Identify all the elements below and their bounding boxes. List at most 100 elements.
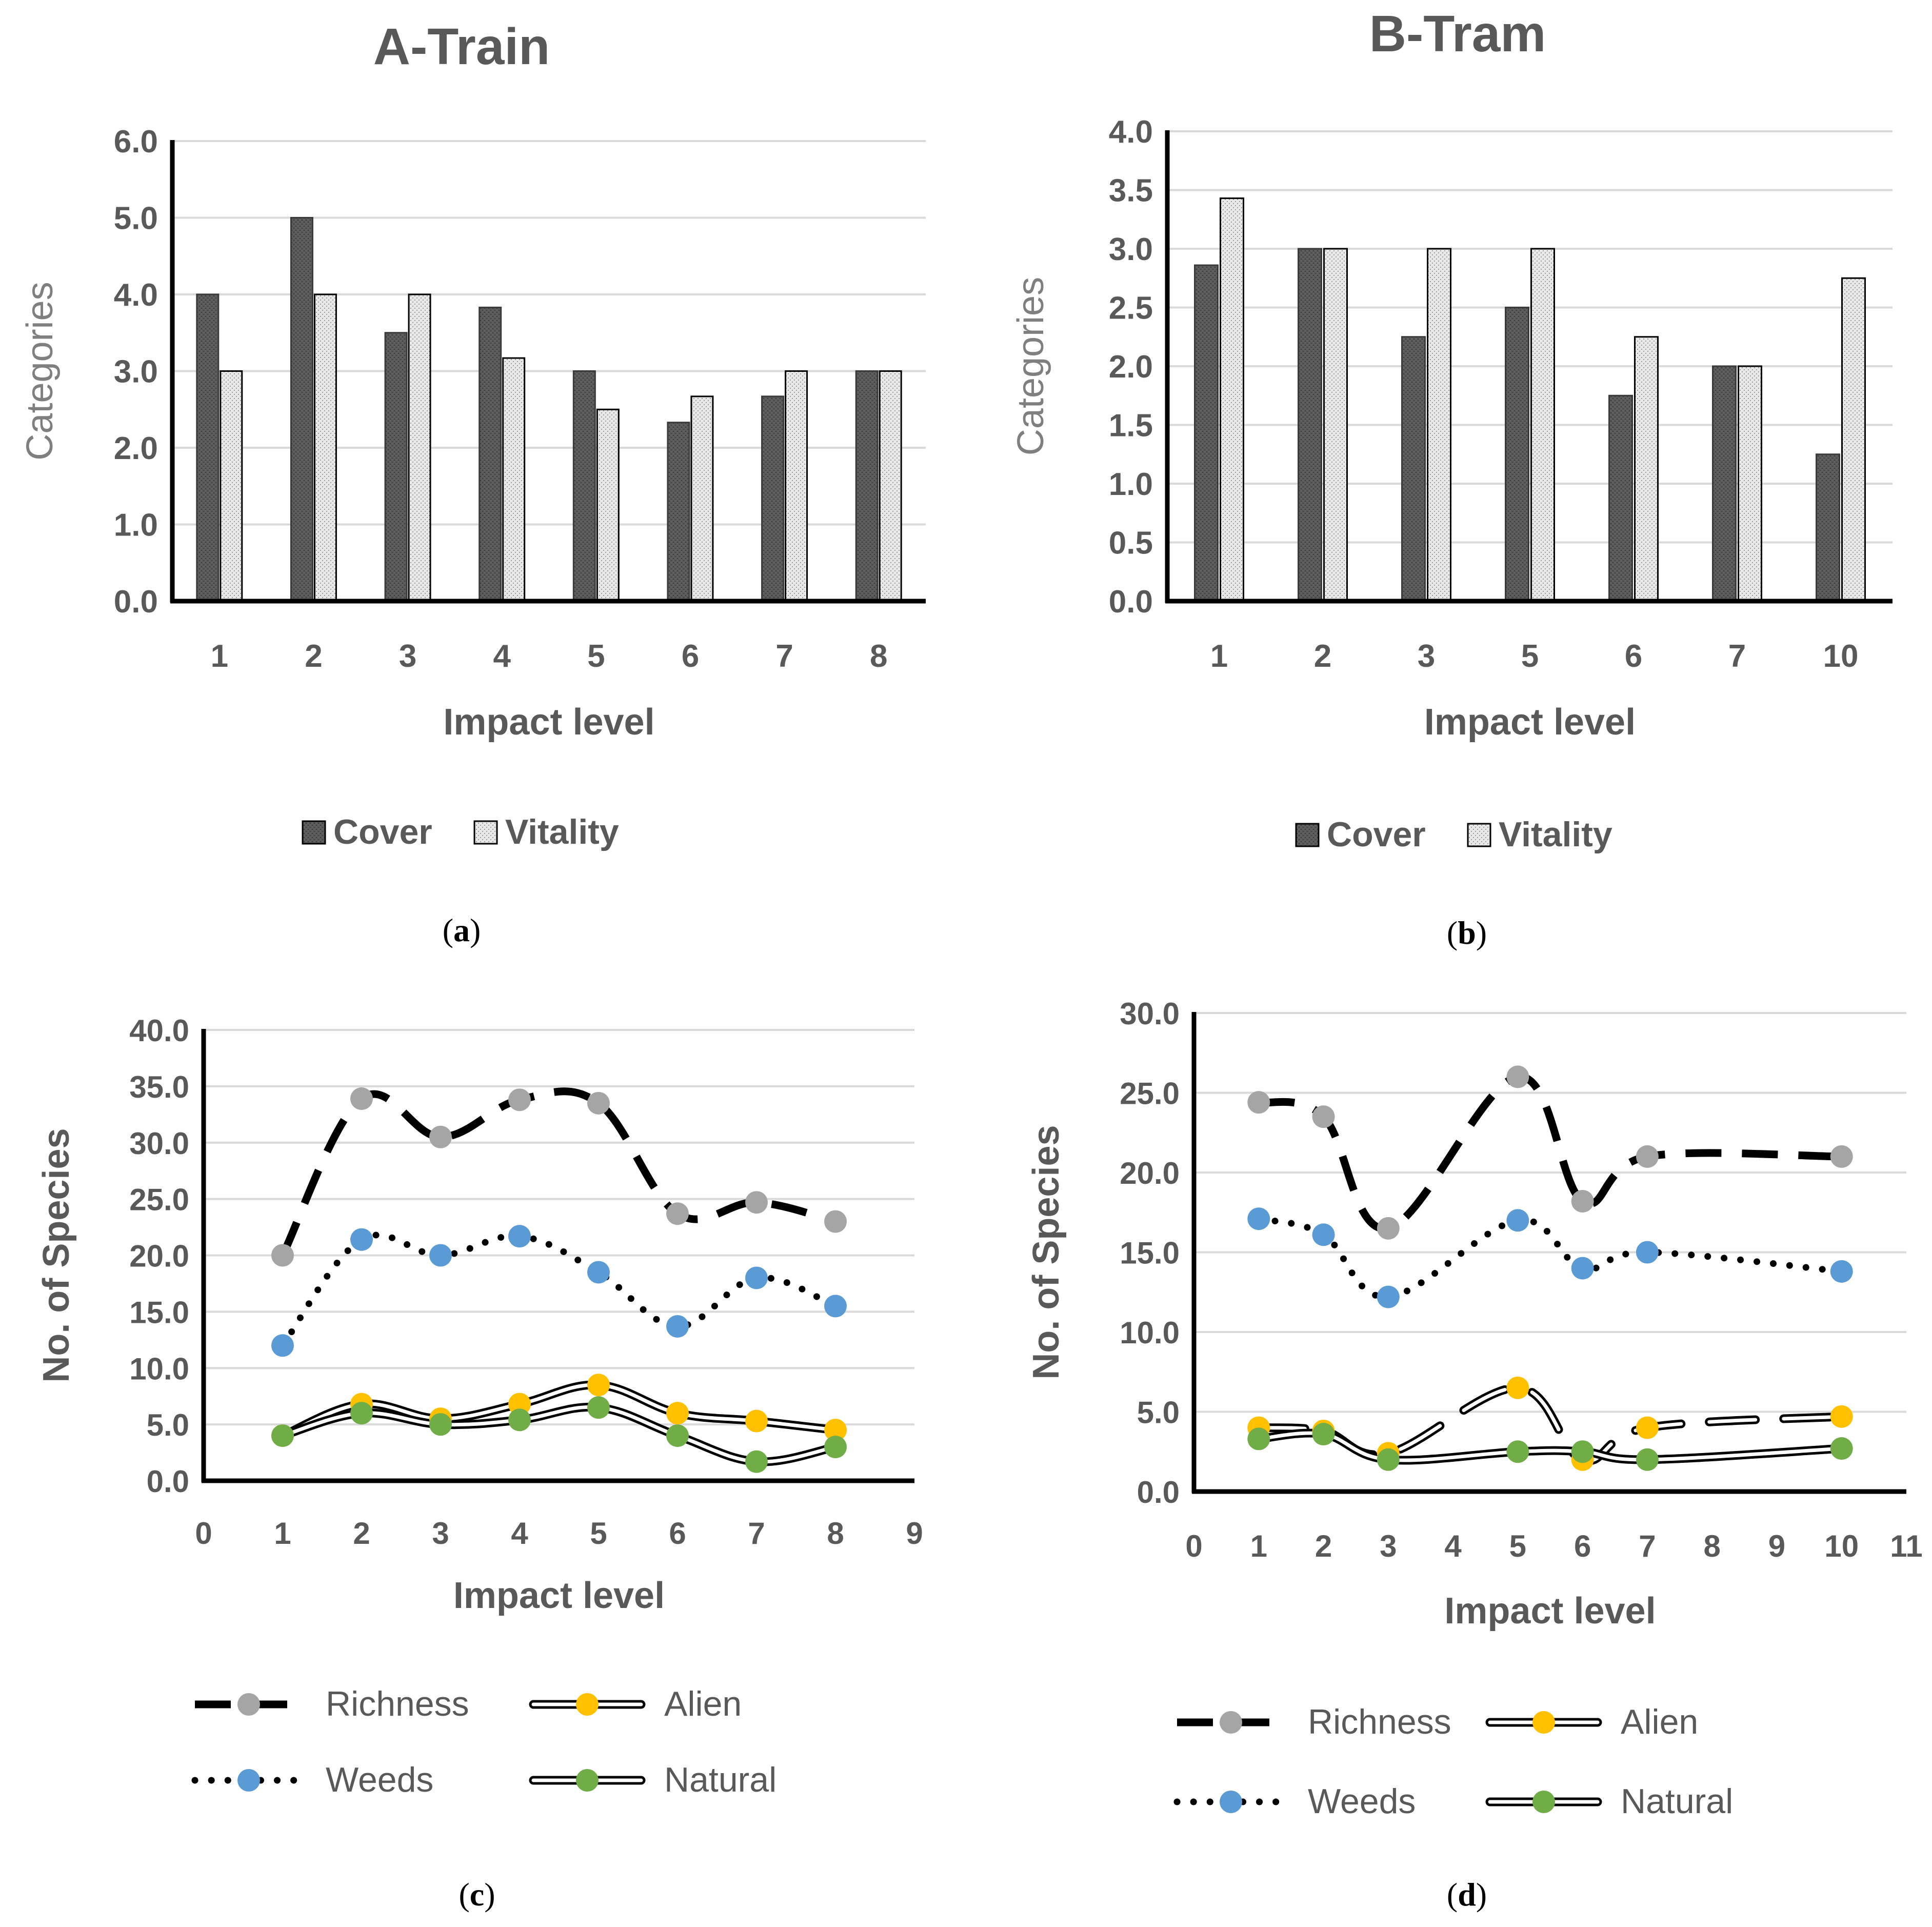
- legend-label-alien: Alien: [664, 1684, 742, 1723]
- panel-label-close: ): [470, 912, 481, 948]
- marker-natural: [1571, 1440, 1594, 1463]
- y-tick-label: 1.5: [1109, 408, 1153, 444]
- y-tick-label: 25.0: [129, 1183, 189, 1217]
- marker-weeds: [1571, 1257, 1594, 1280]
- y-tick-label: 0.0: [147, 1464, 189, 1499]
- panel-label-b: (b): [1447, 915, 1487, 951]
- legend-marker-weeds: [1220, 1791, 1242, 1813]
- marker-natural: [271, 1424, 294, 1447]
- marker-weeds: [350, 1228, 373, 1251]
- chart-panel-c: 0.0 5.0 10.0 15.0 20.0 25.0 30.0 35.0 40.0 0 1 2 3 4 5…: [36, 1014, 923, 1913]
- bar-cover: [1195, 265, 1218, 601]
- bar-cover: [480, 307, 501, 601]
- x-tick-label: 0: [195, 1516, 212, 1551]
- legend-label-natural: Natural: [664, 1760, 776, 1799]
- y-tick-label: 20.0: [129, 1239, 189, 1274]
- panel-label-close: ): [1476, 915, 1487, 951]
- series-line-weeds: [283, 1235, 835, 1345]
- y-tick-label: 1.0: [1109, 467, 1153, 502]
- x-axis-title: Impact level: [453, 1575, 665, 1616]
- x-tick-label: 6: [1625, 639, 1642, 674]
- marker-weeds: [587, 1261, 610, 1283]
- bar-cover: [1713, 366, 1736, 601]
- panel-label-open: (: [459, 1876, 469, 1913]
- y-tick-label: 1.0: [114, 508, 158, 543]
- y-axis-title: Categories: [19, 282, 61, 460]
- marker-alien: [1506, 1377, 1529, 1399]
- chart-panel-a: A-Train 0.0 1.0 2.0 3.0 4.0 5.0 6.0 1 2 3 4 5 6 7 8 Impa…: [19, 18, 926, 948]
- marker-natural: [745, 1451, 768, 1473]
- marker-richness: [508, 1088, 531, 1111]
- x-tick-label: 2: [1315, 1529, 1332, 1563]
- bar-cover: [1609, 395, 1632, 601]
- bar-vitality: [221, 371, 242, 602]
- bar-cover: [1817, 454, 1840, 601]
- x-tick-label: 8: [870, 639, 887, 674]
- x-axis-title: Impact level: [443, 702, 654, 743]
- marker-richness: [271, 1244, 294, 1267]
- x-tick-label: 1: [1250, 1529, 1267, 1563]
- x-tick-label: 4: [493, 639, 511, 674]
- y-tick-label: 3.0: [1109, 232, 1153, 267]
- x-tick-label: 7: [1728, 639, 1746, 674]
- y-tick-label: 3.0: [114, 354, 158, 390]
- panel-label-close: ): [484, 1876, 495, 1913]
- marker-natural: [1247, 1427, 1270, 1450]
- x-tick-label: 1: [211, 639, 228, 674]
- y-tick-label: 10.0: [1120, 1316, 1180, 1350]
- x-tick-label: 2: [1314, 639, 1331, 674]
- bar-vitality: [1635, 337, 1658, 601]
- marker-weeds: [1636, 1241, 1659, 1264]
- bar-cover: [762, 396, 784, 601]
- marker-weeds: [1830, 1260, 1853, 1283]
- marker-natural: [508, 1408, 531, 1431]
- marker-richness: [1506, 1065, 1529, 1088]
- y-tick-label: 15.0: [1120, 1236, 1180, 1270]
- x-axis-title: Impact level: [1424, 702, 1636, 743]
- y-tick-label: 5.0: [1137, 1396, 1180, 1430]
- marker-natural: [1506, 1440, 1529, 1463]
- bar-vitality: [409, 294, 430, 601]
- bar-cover: [856, 371, 878, 602]
- x-tick-label: 9: [1768, 1529, 1785, 1563]
- x-tick-label: 8: [827, 1516, 844, 1551]
- bar-vitality: [1221, 198, 1244, 601]
- marker-natural: [1830, 1437, 1853, 1460]
- panel-label-d: (d): [1447, 1876, 1487, 1913]
- x-tick-label: 8: [1703, 1529, 1720, 1563]
- marker-natural: [1636, 1448, 1659, 1471]
- x-tick-label: 2: [305, 639, 322, 674]
- bar-vitality: [880, 371, 901, 602]
- x-tick-label: 9: [906, 1516, 923, 1551]
- y-tick-label: 5.0: [114, 201, 158, 236]
- marker-alien: [587, 1374, 610, 1396]
- x-tick-label: 7: [748, 1516, 765, 1551]
- marker-weeds: [824, 1295, 847, 1317]
- legend-label-richness: Richness: [326, 1684, 469, 1723]
- panel-label-open: (: [1447, 1876, 1458, 1913]
- bar-vitality: [1842, 278, 1865, 601]
- panel-label-c: (c): [459, 1876, 495, 1913]
- marker-richness: [429, 1126, 452, 1148]
- bar-vitality: [1324, 249, 1347, 601]
- x-tick-label: 1: [1210, 639, 1228, 674]
- series-line-weeds: [1259, 1219, 1841, 1297]
- bar-vitality: [1428, 249, 1451, 601]
- bar-cover: [1402, 337, 1425, 601]
- y-tick-label: 4.0: [1109, 114, 1153, 150]
- x-tick-label: 6: [669, 1516, 686, 1551]
- chart-title: B-Tram: [1369, 5, 1546, 63]
- marker-richness: [1312, 1105, 1335, 1128]
- bar-vitality: [786, 371, 807, 602]
- bar-vitality: [1739, 366, 1762, 601]
- y-tick-label: 0.0: [1109, 584, 1153, 620]
- marker-alien: [745, 1410, 768, 1433]
- y-tick-label: 30.0: [129, 1126, 189, 1161]
- marker-natural: [1312, 1423, 1335, 1445]
- marker-weeds: [1247, 1207, 1270, 1230]
- legend-label-alien: Alien: [1621, 1702, 1698, 1741]
- y-tick-label: 25.0: [1120, 1077, 1180, 1111]
- y-axis-title: No. of Species: [1026, 1125, 1067, 1379]
- marker-richness: [1377, 1217, 1400, 1240]
- legend-label-vitality: Vitality: [505, 812, 619, 851]
